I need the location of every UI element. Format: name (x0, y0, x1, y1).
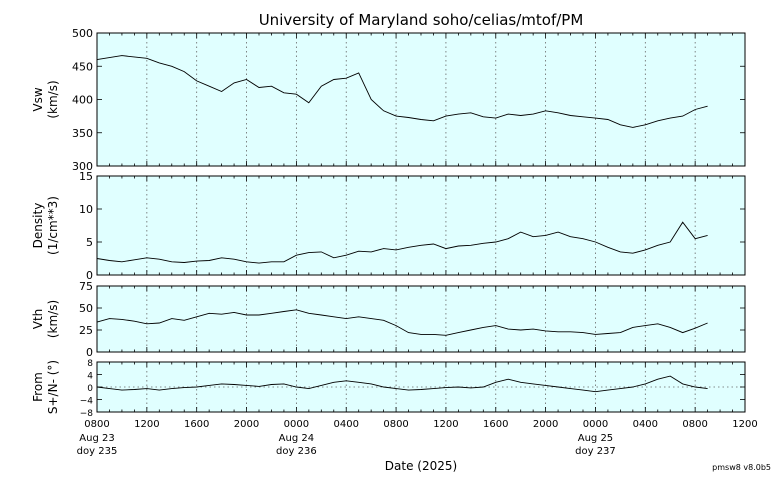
series-line (96, 375, 708, 393)
series-line (96, 221, 708, 264)
y-axis-label: From (31, 372, 45, 402)
y-axis-label: Vsw (31, 87, 45, 111)
x-axis: 0800 1200 1600 2000 0000 0400 0800 1200 1600 2000… (77, 419, 758, 457)
y-tick-label: −8 (80, 409, 94, 419)
day-doy-label: doy 236 (276, 446, 317, 457)
x-tick-label: 0800 (84, 419, 109, 430)
panel-1: 300 350 400 450 500 Vsw (km/s) (31, 27, 746, 173)
x-tick-label: 1600 (184, 419, 209, 430)
y-axis-label: (1/cm**3) (46, 196, 60, 255)
x-tick-label: 1200 (732, 419, 757, 430)
y-tick-label: 15 (79, 170, 93, 183)
y-tick-label: 0 (87, 384, 93, 394)
y-tick-label: 4 (87, 372, 93, 382)
version-footer: pmsw8 v8.0b5 (712, 463, 771, 472)
panel-2: 0 5 10 15 Density (1/cm**3) (31, 170, 746, 282)
y-tick-label: 5 (86, 236, 93, 249)
y-tick-label: 400 (72, 94, 93, 107)
x-tick-label: 0000 (583, 419, 608, 430)
day-date-label: Aug 25 (578, 433, 613, 444)
x-tick-label: 0800 (383, 419, 408, 430)
y-axis-label: Density (31, 203, 45, 249)
y-tick-label: 25 (79, 324, 93, 337)
day-date-label: Aug 23 (79, 433, 114, 444)
day-date-label: Aug 24 (279, 433, 314, 444)
x-tick-label: 2000 (234, 419, 259, 430)
x-tick-label: 0000 (284, 419, 309, 430)
series-line (96, 309, 708, 336)
x-tick-label: 1200 (433, 419, 458, 430)
x-tick-label: 0400 (334, 419, 359, 430)
day-doy-label: doy 237 (575, 446, 616, 457)
panel-background (97, 286, 745, 352)
y-tick-label: 300 (72, 160, 93, 173)
y-tick-label: 350 (72, 127, 93, 140)
x-tick-label: 2000 (533, 419, 558, 430)
y-tick-label: −4 (80, 397, 94, 407)
y-axis-label: Vth (31, 309, 45, 330)
y-tick-label: 50 (79, 302, 93, 315)
x-tick-label: 1600 (483, 419, 508, 430)
y-tick-label: 75 (79, 280, 93, 293)
y-tick-label: 0 (86, 346, 93, 359)
y-tick-label: 0 (86, 269, 93, 282)
y-tick-label: 500 (72, 27, 93, 40)
day-doy-label: doy 235 (77, 446, 118, 457)
panel-4: −8 −4 0 4 8 From S+/N- (°) (31, 359, 746, 419)
x-tick-label: 0400 (633, 419, 658, 430)
x-tick-label: 0800 (682, 419, 707, 430)
series-line (96, 55, 708, 128)
chart-title: University of Maryland soho/celias/mtof/… (259, 11, 584, 29)
panel-3: 0 25 50 75 Vth (km/s) (31, 280, 746, 359)
y-axis-label: (km/s) (46, 80, 60, 118)
x-tick-label: 1200 (134, 419, 159, 430)
y-tick-label: 450 (72, 60, 93, 73)
panel-background (97, 33, 745, 166)
y-tick-label: 8 (87, 359, 93, 369)
y-axis-label: (km/s) (46, 300, 60, 338)
y-axis-label: S+/N- (°) (46, 360, 60, 414)
x-axis-label: Date (2025) (385, 459, 457, 473)
y-tick-label: 10 (79, 203, 93, 216)
panel-background (97, 176, 745, 275)
